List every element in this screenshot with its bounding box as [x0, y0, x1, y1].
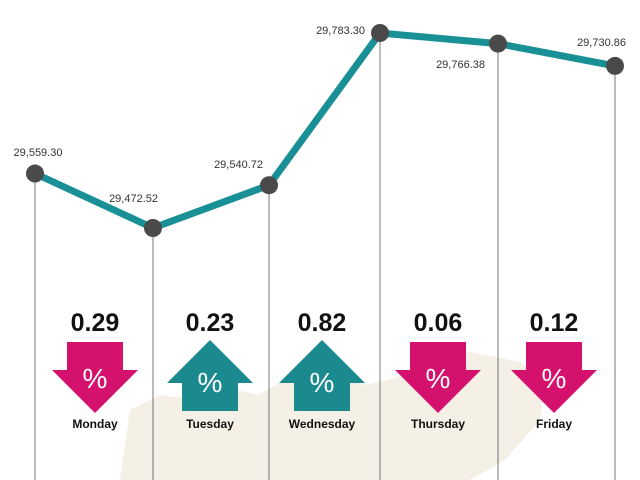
data-point-2	[260, 176, 278, 195]
down-arrow-icon	[395, 342, 481, 413]
series-line	[31, 29, 619, 232]
value-label-2: 29,540.72	[214, 159, 263, 171]
vertical-guide-lines	[34, 33, 616, 480]
change-value: 0.29	[71, 309, 120, 337]
change-indicator-monday: 0.29% Monday	[52, 309, 138, 431]
data-points	[26, 24, 624, 237]
value-label-4: 29,766.38	[436, 59, 485, 71]
down-arrow-icon	[511, 342, 597, 413]
day-label: Thursday	[411, 417, 465, 431]
down-arrow-icon	[52, 342, 138, 413]
data-point-5	[606, 56, 624, 75]
change-value: 0.82	[298, 309, 347, 337]
up-arrow-icon	[279, 340, 365, 411]
data-point-1	[144, 219, 162, 237]
day-label: Friday	[536, 417, 572, 431]
percent-symbol: %	[542, 363, 567, 394]
index-line-series	[31, 29, 619, 232]
percent-symbol: %	[83, 363, 108, 394]
data-point-3	[371, 24, 389, 42]
data-point-4	[489, 34, 507, 53]
up-arrow-icon	[167, 340, 253, 411]
change-value: 0.23	[186, 309, 235, 337]
percent-symbol: %	[198, 367, 223, 398]
value-label-1: 29,472.52	[109, 193, 158, 205]
change-value: 0.06	[414, 309, 463, 337]
value-label-3: 29,783.30	[316, 25, 365, 37]
value-label-0: 29,559.30	[14, 147, 63, 159]
day-label: Tuesday	[186, 417, 234, 431]
percent-symbol: %	[310, 367, 335, 398]
change-value: 0.12	[530, 309, 579, 337]
data-point-0	[26, 164, 44, 183]
value-labels: 29,559.30 29,472.52 29,540.72 29,783.30 29,7…	[14, 25, 626, 205]
percent-symbol: %	[426, 363, 451, 394]
day-label: Monday	[72, 417, 118, 431]
change-indicator-thursday: 0.06% Thursday	[395, 309, 481, 431]
change-indicator-tuesday: 0.23% Tuesday	[167, 309, 253, 431]
daily-change-indicators: 0.29% Monday 0.23% Tuesday 0.82% Wednesday 0.0…	[52, 309, 597, 431]
change-indicator-friday: 0.12% Friday	[511, 309, 597, 431]
day-label: Wednesday	[289, 417, 356, 431]
value-label-5: 29,730.86	[577, 37, 626, 49]
change-indicator-wednesday: 0.82% Wednesday	[279, 309, 365, 431]
